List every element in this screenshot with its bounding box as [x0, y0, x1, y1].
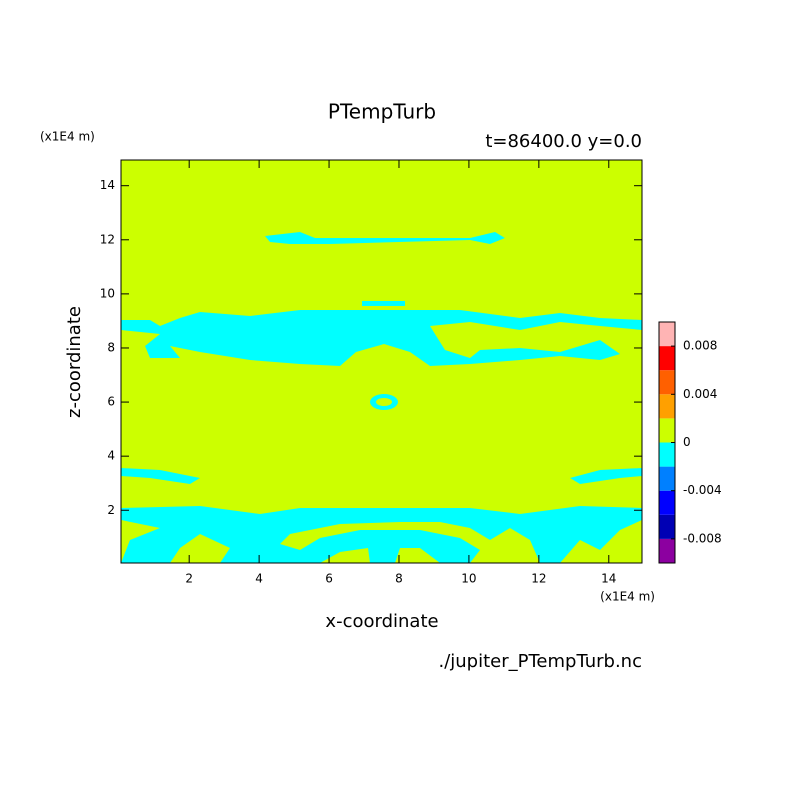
- y-tick-label: 10: [100, 286, 115, 300]
- colorbar-box: [659, 322, 675, 347]
- chart-subtitle: t=86400.0 y=0.0: [485, 131, 642, 152]
- colorbar-box: [659, 538, 675, 563]
- x-tick-label: 2: [185, 572, 193, 586]
- x-tick-label: 10: [461, 572, 476, 586]
- colorbar-box: [659, 514, 675, 539]
- y-tick-label: 8: [107, 340, 115, 354]
- x-tick-label: 6: [325, 572, 333, 586]
- contour-background: [121, 160, 642, 563]
- colorbar-box: [659, 394, 675, 419]
- colorbar-box: [659, 370, 675, 395]
- colorbar-tick-label: -0.008: [683, 531, 722, 545]
- colorbar-tick-label: 0.008: [683, 339, 717, 353]
- contour-hole: [376, 398, 392, 406]
- y-tick-label: 12: [100, 232, 115, 246]
- colorbar-tick-label: -0.004: [683, 483, 722, 497]
- contour-region: [362, 301, 405, 306]
- colorbar-box: [659, 418, 675, 443]
- contour-region: [570, 468, 642, 484]
- file-label: ./jupiter_PTempTurb.nc: [438, 651, 642, 672]
- y-axis-label: z-coordinate: [64, 306, 85, 418]
- y-tick-label: 4: [107, 449, 115, 463]
- contour-region: [121, 468, 200, 484]
- contour-region: [121, 506, 642, 563]
- x-tick-label: 12: [531, 572, 546, 586]
- y-tick-label: 2: [107, 503, 115, 517]
- colorbar-box: [659, 466, 675, 491]
- contour-region: [121, 310, 642, 366]
- y-unit: (x1E4 m): [40, 130, 95, 144]
- y-tick-label: 6: [107, 395, 115, 409]
- contour-region: [265, 232, 505, 244]
- contour-regions: [121, 232, 642, 563]
- x-tick-label: 8: [395, 572, 403, 586]
- contour-field: [121, 160, 642, 563]
- colorbar-tick-label: 0.004: [683, 387, 717, 401]
- axes: 2 4 6 8 10 12 14 2 4 6 8 10 12 14: [100, 160, 642, 586]
- x-unit: (x1E4 m): [600, 590, 655, 604]
- colorbar-box: [659, 490, 675, 515]
- y-tick-label: 14: [100, 178, 115, 192]
- colorbar-box: [659, 442, 675, 467]
- plot-frame: [120, 159, 643, 564]
- x-axis-label: x-coordinate: [325, 611, 438, 632]
- chart-title: PTempTurb: [328, 100, 436, 124]
- x-tick-label: 14: [601, 572, 616, 586]
- colorbar-box: [659, 346, 675, 371]
- x-tick-label: 4: [255, 572, 263, 586]
- colorbar-tick-label: 0: [683, 435, 691, 449]
